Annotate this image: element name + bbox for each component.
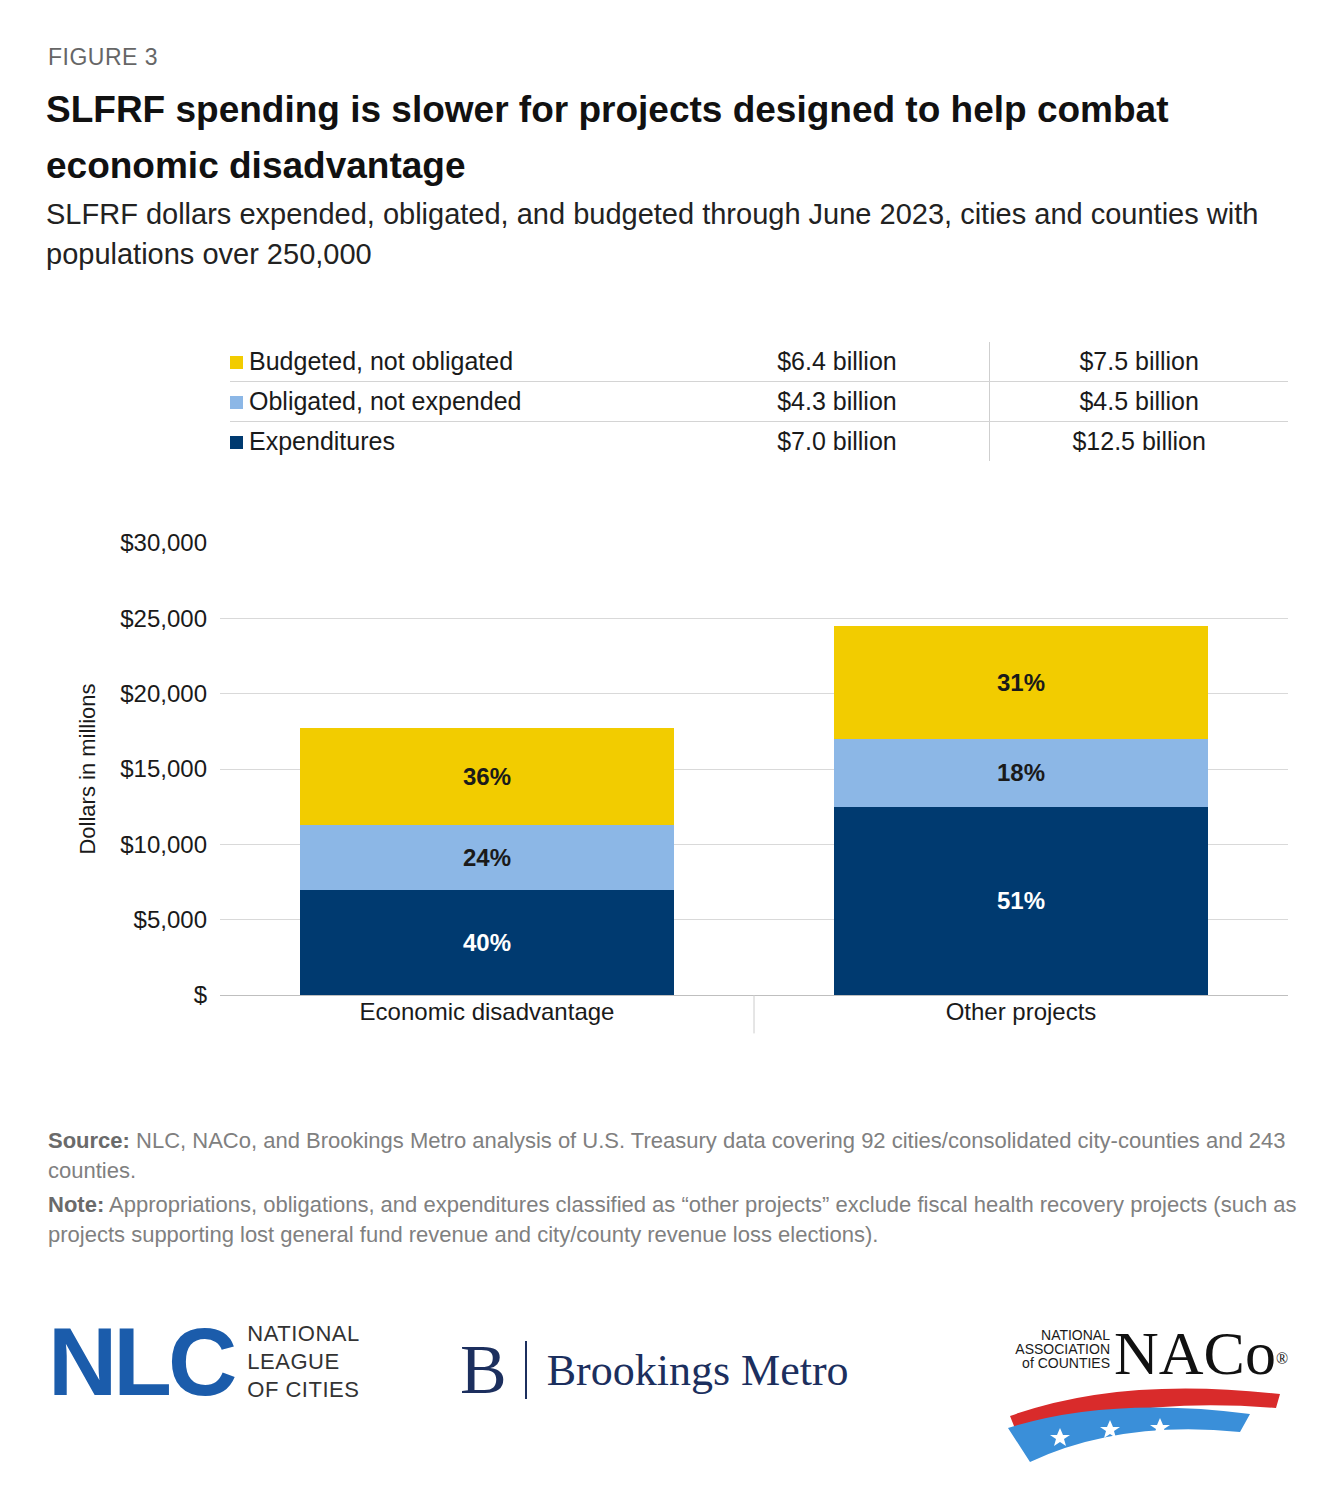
- html-text:NATIONAL: NATIONAL: [1041, 1327, 1110, 1343]
- svg-text:Economic disadvantage: Economic disadvantage: [360, 998, 615, 1025]
- html-text:OF CITIES: OF CITIES: [247, 1377, 360, 1402]
- html-text:$7.0 billion: $7.0 billion: [777, 427, 897, 455]
- html-text:B: B: [460, 1331, 507, 1408]
- html-text:SLFRF dollars expended, obliga: SLFRF dollars expended, obligated, and b…: [46, 198, 1259, 270]
- html-text:NATIONAL: NATIONAL: [247, 1321, 360, 1346]
- html-text:LEAGUE: LEAGUE: [247, 1349, 340, 1374]
- html-text:Brookings Metro: Brookings Metro: [546, 1345, 849, 1395]
- svg-text:$20,000: $20,000: [120, 680, 207, 707]
- svg-text:36%: 36%: [463, 763, 511, 790]
- html-text:Budgeted, not obligated: Budgeted, not obligated: [249, 347, 514, 375]
- svg-text:$25,000: $25,000: [120, 605, 207, 632]
- svg-text:40%: 40%: [463, 929, 511, 956]
- svg-text:Other projects: Other projects: [946, 998, 1097, 1025]
- html-text:$6.4 billion: $6.4 billion: [777, 347, 897, 375]
- svg-text:$30,000: $30,000: [120, 529, 207, 556]
- svg-text:$5,000: $5,000: [134, 906, 207, 933]
- html-text:NLC: NLC: [48, 1308, 234, 1415]
- html-text:FIGURE 3: FIGURE 3: [48, 44, 159, 70]
- html-text:Note: Appropriations, obligati: Note: Appropriations, obligations, and e…: [48, 1192, 1297, 1247]
- svg-text:31%: 31%: [997, 669, 1045, 696]
- svg-text:$: $: [194, 981, 207, 1008]
- html-text:SLFRF spending is slower for p: SLFRF spending is slower for projects de…: [46, 89, 1169, 186]
- svg-text:24%: 24%: [463, 844, 511, 871]
- svg-text:Dollars in millions: Dollars in millions: [75, 683, 100, 854]
- html-text:ASSOCIATION: ASSOCIATION: [1015, 1341, 1110, 1357]
- html-text:$12.5 billion: $12.5 billion: [1072, 427, 1206, 455]
- svg-text:$15,000: $15,000: [120, 755, 207, 782]
- html-text:NACo: NACo: [1114, 1319, 1276, 1387]
- html-text:$7.5 billion: $7.5 billion: [1079, 347, 1199, 375]
- html-text:Obligated, not expended: Obligated, not expended: [249, 387, 522, 415]
- svg-text:18%: 18%: [997, 759, 1045, 786]
- html-text:$4.3 billion: $4.3 billion: [777, 387, 897, 415]
- html-text:of COUNTIES: of COUNTIES: [1022, 1355, 1110, 1371]
- svg-text:51%: 51%: [997, 887, 1045, 914]
- html-text:Expenditures: Expenditures: [249, 427, 395, 455]
- html-text:$4.5 billion: $4.5 billion: [1079, 387, 1199, 415]
- svg-text:$10,000: $10,000: [120, 831, 207, 858]
- html-text:Source: NLC, NACo, and Brookin: Source: NLC, NACo, and Brookings Metro a…: [48, 1128, 1286, 1183]
